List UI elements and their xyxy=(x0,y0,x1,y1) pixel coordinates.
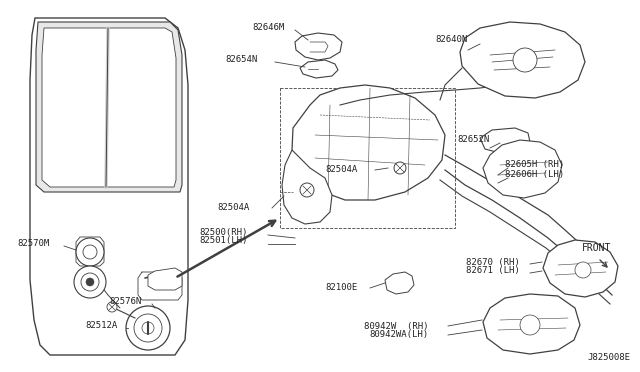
Text: 82504A: 82504A xyxy=(218,202,250,212)
Circle shape xyxy=(513,48,537,72)
Text: 82671 (LH): 82671 (LH) xyxy=(467,266,520,276)
Text: 82570M: 82570M xyxy=(18,240,50,248)
Circle shape xyxy=(300,183,314,197)
Text: 82501(LH): 82501(LH) xyxy=(200,237,248,246)
Text: 82654N: 82654N xyxy=(226,55,258,64)
Circle shape xyxy=(107,302,117,312)
Text: 82670 (RH): 82670 (RH) xyxy=(467,257,520,266)
Text: 82646M: 82646M xyxy=(253,23,285,32)
Circle shape xyxy=(86,278,94,286)
Text: 82512A: 82512A xyxy=(86,321,118,330)
Text: 82605H (RH): 82605H (RH) xyxy=(505,160,564,170)
Polygon shape xyxy=(282,150,332,224)
Text: 80942WA(LH): 80942WA(LH) xyxy=(369,330,428,340)
Polygon shape xyxy=(30,18,188,355)
Circle shape xyxy=(81,273,99,291)
Text: FRONT: FRONT xyxy=(582,243,611,253)
Text: 82606H (LH): 82606H (LH) xyxy=(505,170,564,180)
Polygon shape xyxy=(148,268,182,290)
Circle shape xyxy=(394,162,406,174)
Polygon shape xyxy=(292,85,445,200)
Text: 82100E: 82100E xyxy=(326,283,358,292)
Polygon shape xyxy=(76,237,104,266)
Polygon shape xyxy=(295,33,342,60)
Polygon shape xyxy=(460,22,585,98)
Text: J825008E: J825008E xyxy=(587,353,630,362)
Text: 82576N: 82576N xyxy=(109,298,142,307)
Polygon shape xyxy=(543,240,618,297)
Polygon shape xyxy=(385,272,414,294)
Text: 82640N: 82640N xyxy=(436,35,468,45)
Text: 82504A: 82504A xyxy=(326,166,358,174)
Circle shape xyxy=(126,306,170,350)
Text: 80942W  (RH): 80942W (RH) xyxy=(364,321,428,330)
Circle shape xyxy=(520,315,540,335)
Circle shape xyxy=(142,322,154,334)
Polygon shape xyxy=(483,294,580,354)
Text: 82652N: 82652N xyxy=(458,135,490,144)
Circle shape xyxy=(76,238,104,266)
Circle shape xyxy=(74,266,106,298)
Polygon shape xyxy=(36,22,182,192)
Text: 82500(RH): 82500(RH) xyxy=(200,228,248,237)
Polygon shape xyxy=(483,140,562,198)
Circle shape xyxy=(575,262,591,278)
Polygon shape xyxy=(42,28,176,187)
Polygon shape xyxy=(300,60,338,78)
Circle shape xyxy=(134,314,162,342)
Circle shape xyxy=(83,245,97,259)
Bar xyxy=(280,88,455,228)
Polygon shape xyxy=(480,128,530,153)
